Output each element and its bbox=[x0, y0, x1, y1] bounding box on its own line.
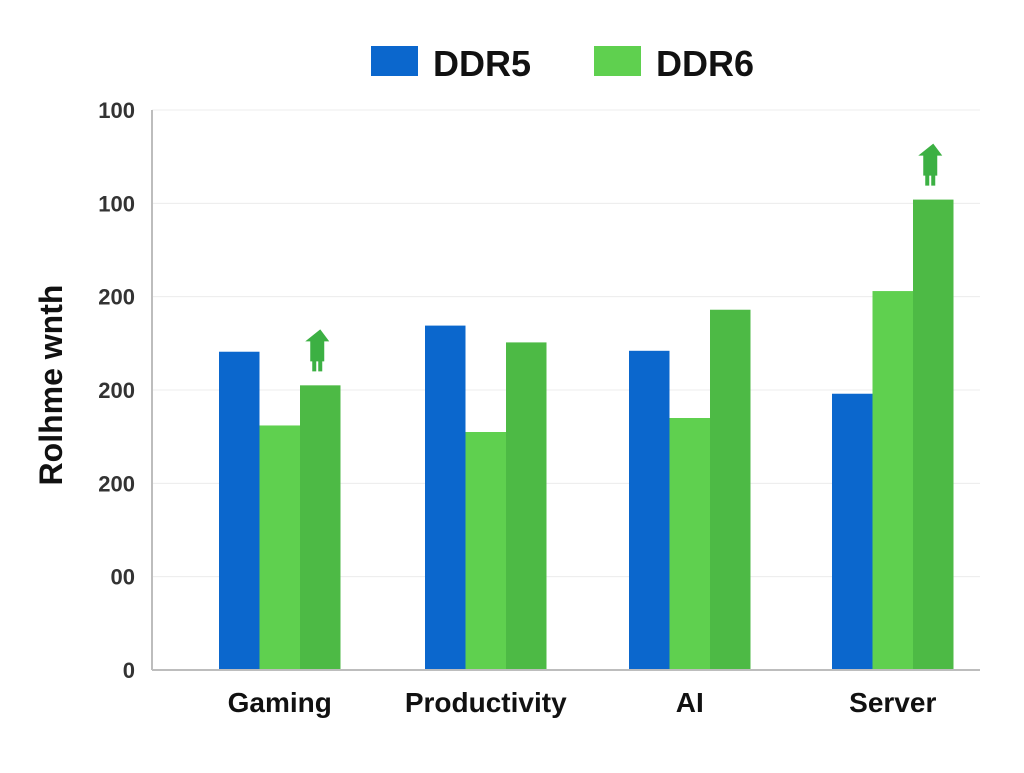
legend-swatch-ddr6 bbox=[594, 46, 641, 76]
bar-gaming-ddr5 bbox=[219, 351, 260, 670]
bar-productivity-series3 bbox=[506, 342, 547, 670]
legend-swatch-ddr5 bbox=[371, 46, 418, 76]
y-tick-label: 100 bbox=[98, 191, 135, 216]
bar-gaming-ddr6 bbox=[259, 425, 300, 670]
y-tick-label: 200 bbox=[98, 378, 135, 403]
bar-ai-ddr6 bbox=[669, 418, 710, 670]
bar-server-ddr6 bbox=[872, 291, 913, 670]
y-tick-label: 100 bbox=[98, 98, 135, 123]
bar-ai-ddr5 bbox=[629, 350, 670, 670]
bar-server-ddr5 bbox=[832, 393, 873, 670]
up-arrow-icon bbox=[918, 143, 943, 186]
bar-productivity-ddr6 bbox=[465, 432, 506, 670]
bar-gaming-series3 bbox=[300, 385, 341, 670]
y-axis-label: Rolhme wnth bbox=[33, 285, 69, 486]
y-tick-label: 0 bbox=[123, 658, 135, 683]
legend-label-ddr6: DDR6 bbox=[656, 43, 754, 84]
x-tick-label: Productivity bbox=[405, 687, 567, 718]
y-tick-label: 00 bbox=[111, 565, 135, 590]
x-tick-label: Server bbox=[849, 687, 936, 718]
y-tick-label: 200 bbox=[98, 285, 135, 310]
x-tick-label: Gaming bbox=[228, 687, 332, 718]
bar-ai-series3 bbox=[710, 309, 751, 670]
legend-label-ddr5: DDR5 bbox=[433, 43, 531, 84]
up-arrow-icon bbox=[305, 329, 330, 372]
bars bbox=[219, 143, 954, 670]
legend: DDR5 DDR6 bbox=[371, 43, 754, 84]
bar-server-series3 bbox=[913, 199, 954, 670]
x-tick-label: AI bbox=[676, 687, 704, 718]
bar-productivity-ddr5 bbox=[425, 325, 466, 670]
y-tick-label: 200 bbox=[98, 471, 135, 496]
